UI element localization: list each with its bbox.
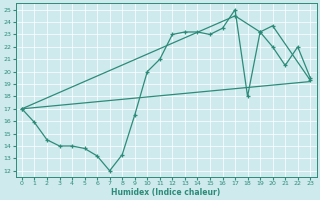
X-axis label: Humidex (Indice chaleur): Humidex (Indice chaleur) [111,188,221,197]
